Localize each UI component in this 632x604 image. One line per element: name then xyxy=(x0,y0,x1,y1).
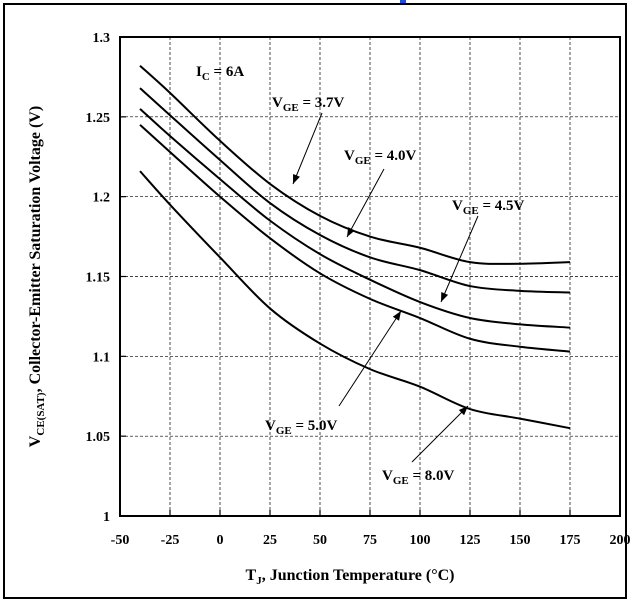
figure-frame xyxy=(3,3,627,599)
series-label-rest: = 3.7V xyxy=(299,95,345,111)
x-tick-label: -50 xyxy=(111,533,130,548)
series-label-sub: GE xyxy=(355,155,371,167)
series-label-rest: = 4.5V xyxy=(479,198,525,214)
x-tick-label: 50 xyxy=(313,533,327,548)
y-tick-label: 1.05 xyxy=(86,430,111,445)
y-tick-label: 1.25 xyxy=(86,111,111,126)
series-line xyxy=(139,108,571,329)
annotation-arrowhead xyxy=(458,406,468,416)
x-tick-label: -25 xyxy=(161,533,180,548)
annotation-arrowhead xyxy=(347,227,355,237)
x-axis-label-main: T xyxy=(246,567,257,584)
y-tick-label: 1 xyxy=(103,510,110,525)
series-label: VGE = 5.0V xyxy=(265,418,338,437)
series-label: VGE = 4.0V xyxy=(344,148,417,167)
series-label-rest: = 5.0V xyxy=(292,418,338,434)
x-tick-label: 175 xyxy=(560,533,581,548)
series-label-main: V xyxy=(452,198,463,214)
series-label-main: V xyxy=(344,148,355,164)
annotation-arrowhead xyxy=(293,174,300,184)
series-label: VGE = 8.0V xyxy=(382,468,455,487)
y-axis-label-sub: CE(SAT) xyxy=(35,392,47,436)
y-tick-label: 1.2 xyxy=(93,191,111,206)
x-tick-label: 125 xyxy=(460,533,481,548)
annotation-arrow-line xyxy=(338,310,402,407)
y-tick-label: 1.3 xyxy=(93,31,111,46)
annotation-arrowhead xyxy=(392,311,401,321)
condition-main: I xyxy=(196,64,202,80)
grid-layer xyxy=(120,37,620,516)
series-layer xyxy=(139,64,571,430)
y-axis-label: VCE(SAT), Collector-Emitter Saturation V… xyxy=(27,106,47,447)
series-label: VGE = 4.5V xyxy=(452,198,525,217)
condition-rest: = 6A xyxy=(210,64,245,80)
condition-label: IC = 6A xyxy=(196,64,244,83)
series-line xyxy=(139,124,571,353)
x-tick-label: 150 xyxy=(510,533,531,548)
series-label-rest: = 8.0V xyxy=(409,468,455,484)
y-axis-label-rest: , Collector-Emitter Saturation Voltage (… xyxy=(27,106,44,393)
y-tick-label: 1.15 xyxy=(86,271,111,286)
series-line xyxy=(139,87,571,294)
series-label-main: V xyxy=(272,95,283,111)
series-label-main: V xyxy=(265,418,276,434)
x-tick-label: 0 xyxy=(217,533,224,548)
annotation-arrow-line xyxy=(292,112,323,185)
annotation-arrow-line xyxy=(346,168,385,238)
x-axis-label: TJ, Junction Temperature (°C) xyxy=(246,567,455,587)
x-tick-label: 25 xyxy=(263,533,277,548)
series-label-rest: = 4.0V xyxy=(371,148,417,164)
series-label: VGE = 3.7V xyxy=(272,95,345,114)
tick-layer: -50 -25 0 25 50 75 100 125 150 175 200 1 1.05 1.1 1.15… xyxy=(86,31,631,548)
series-label-sub: GE xyxy=(393,475,409,487)
series-label-main: V xyxy=(382,468,393,484)
series-label-sub: GE xyxy=(276,425,292,437)
x-tick-label: 100 xyxy=(410,533,431,548)
series-line xyxy=(139,64,571,265)
x-axis-label-rest: , Junction Temperature (°C) xyxy=(262,567,455,584)
top-link-mark xyxy=(400,0,406,3)
x-tick-label: 200 xyxy=(610,533,631,548)
annotation-arrow-line xyxy=(411,405,469,463)
y-tick-label: 1.1 xyxy=(93,350,111,365)
series-label-sub: GE xyxy=(463,205,479,217)
series-line xyxy=(139,170,571,430)
condition-sub: C xyxy=(202,71,210,83)
series-label-sub: GE xyxy=(283,102,299,114)
x-axis-label-sub: J xyxy=(256,575,262,587)
annotation-arrowhead xyxy=(441,292,449,302)
annotation-arrow-line xyxy=(440,215,479,303)
y-axis-label-main: V xyxy=(27,435,44,447)
x-tick-label: 75 xyxy=(363,533,377,548)
